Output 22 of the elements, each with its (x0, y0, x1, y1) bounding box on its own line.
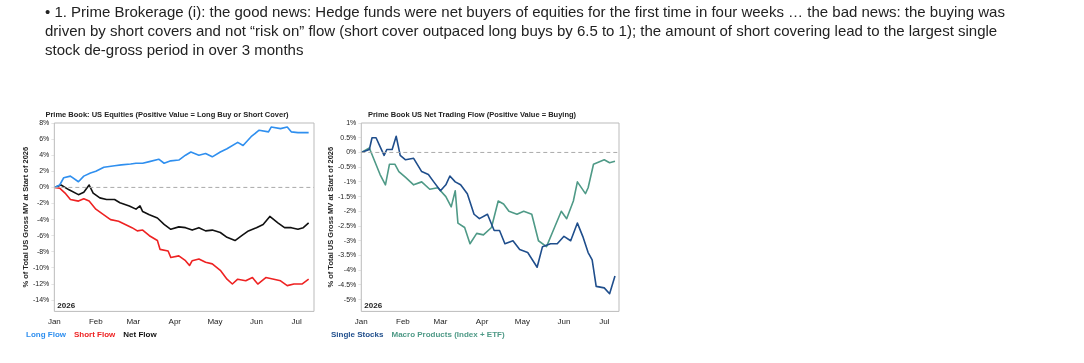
x-tick-label: Feb (88, 317, 104, 327)
x-tick-label: Jul (291, 317, 302, 327)
text: Single Stocks (331, 330, 384, 339)
text: Long Flow (26, 330, 66, 339)
text: Net Flow (123, 330, 157, 339)
annotation: 2026 (57, 300, 76, 310)
text: Short Flow (74, 330, 116, 339)
x-tick-label: Feb (396, 317, 411, 327)
x-tick-label: May (207, 317, 223, 327)
x-tick-label: Jul (599, 317, 610, 327)
x-tick-label: May (514, 317, 530, 327)
x-tick-label: Jan (354, 317, 368, 327)
x-tick-label: Apr (168, 317, 182, 327)
text: • 1. Prime Brokerage (i): the good news: Hedge funds were net buyers of equities for the first time in four weeks … the bad news: the buying was driven by short covers and not “risk on” flow (short cover outpaced long buys by 6.5 to 1); the amount of short covering lead to the largest single stock de-gross period in over 3 months (45, 2, 1006, 59)
annotation: 2026 (364, 300, 383, 310)
x-tick-label: Mar (126, 317, 141, 327)
x-tick-label: Jan (47, 317, 61, 327)
x-tick-label: Mar (433, 317, 448, 327)
x-tick-label: Apr (475, 317, 489, 327)
text: Macro Products (Index + ETF) (391, 330, 505, 339)
x-tick-label: Jun (249, 317, 263, 327)
x-tick-label: Jun (557, 317, 571, 327)
